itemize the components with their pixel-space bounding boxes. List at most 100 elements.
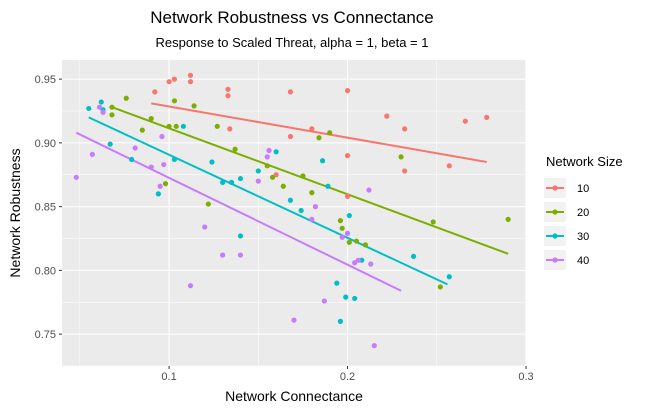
data-point-30 <box>319 158 326 164</box>
legend-key-point-30 <box>552 233 558 239</box>
y-tick-label: 0.95 <box>35 74 56 86</box>
data-point-40 <box>366 187 372 193</box>
data-point-10 <box>484 114 490 120</box>
x-axis-title: Network Connectance <box>225 388 363 404</box>
data-point-20 <box>362 242 368 248</box>
y-tick-label: 0.90 <box>35 138 56 150</box>
data-point-20 <box>109 112 115 118</box>
data-point-30 <box>325 183 331 189</box>
data-point-10 <box>344 88 351 94</box>
data-point-40 <box>187 283 194 289</box>
data-point-30 <box>298 207 304 214</box>
data-point-40 <box>312 204 319 210</box>
data-point-30 <box>346 212 352 219</box>
data-point-20 <box>316 135 322 141</box>
legend-key-point-40 <box>552 257 558 263</box>
data-point-40 <box>371 343 377 349</box>
data-point-10 <box>344 193 351 200</box>
trend-line-20 <box>111 106 509 255</box>
y-tick-label: 0.80 <box>35 265 56 277</box>
axis-layer: 0.1 0.2 0.3 0.75 0.80 0.85 0.90 0.95 <box>35 74 534 383</box>
data-point-40 <box>291 317 297 323</box>
data-point-30 <box>98 99 104 105</box>
data-point-30 <box>359 257 365 263</box>
data-point-40 <box>132 145 138 151</box>
data-point-20 <box>171 98 178 104</box>
data-point-20 <box>123 95 129 101</box>
data-point-30 <box>237 233 244 239</box>
data-point-10 <box>227 126 233 132</box>
data-point-30 <box>237 175 244 182</box>
data-point-20 <box>327 130 333 136</box>
data-point-30 <box>180 123 186 129</box>
data-point-40 <box>157 183 163 189</box>
legend-title: Network Size <box>546 154 623 169</box>
data-point-30 <box>352 295 358 302</box>
data-point-40 <box>89 151 95 157</box>
data-point-40 <box>368 261 374 267</box>
data-point-30 <box>86 105 92 112</box>
data-point-20 <box>437 284 443 290</box>
chart-subtitle: Response to Scaled Threat, alpha = 1, be… <box>156 35 429 50</box>
data-point-10 <box>287 89 294 95</box>
y-axis-title: Network Robustness <box>7 148 23 277</box>
legend-label-40: 40 <box>577 255 589 267</box>
data-point-20 <box>430 219 436 225</box>
data-point-10 <box>446 163 452 169</box>
legend-label-30: 30 <box>577 231 589 243</box>
x-tick-label: 0.1 <box>161 371 176 383</box>
data-point-30 <box>107 141 113 147</box>
grid-layer <box>62 60 527 367</box>
data-point-20 <box>162 181 169 187</box>
legend: Network Size 10 20 30 40 <box>544 154 623 270</box>
data-point-30 <box>155 191 161 197</box>
data-point-40 <box>220 252 226 258</box>
data-point-30 <box>255 168 261 174</box>
points-layer <box>73 72 511 349</box>
data-point-10 <box>309 126 315 132</box>
data-point-20 <box>505 216 511 222</box>
data-point-20 <box>269 174 276 180</box>
data-point-10 <box>225 86 231 92</box>
data-point-10 <box>152 89 158 95</box>
trend-layer <box>75 102 509 292</box>
data-point-20 <box>339 225 345 231</box>
legend-key-point-10 <box>552 185 558 191</box>
chart-title: Network Robustness vs Connectance <box>150 8 433 27</box>
x-tick-label: 0.3 <box>518 371 533 383</box>
data-point-30 <box>228 179 235 185</box>
data-point-20 <box>173 123 179 129</box>
data-point-10 <box>402 126 408 132</box>
trend-line-30 <box>88 116 448 286</box>
data-point-20 <box>346 239 352 245</box>
data-point-30 <box>220 179 226 185</box>
data-point-40 <box>159 133 165 140</box>
data-point-40 <box>266 147 272 154</box>
data-point-40 <box>355 257 361 263</box>
data-point-20 <box>109 104 115 110</box>
data-point-20 <box>398 154 404 160</box>
x-tick-label: 0.2 <box>340 371 355 383</box>
data-point-20 <box>166 123 172 129</box>
data-point-30 <box>129 156 135 163</box>
data-point-30 <box>337 318 343 324</box>
data-point-10 <box>187 72 194 78</box>
data-point-40 <box>96 104 103 110</box>
legend-label-20: 20 <box>577 207 589 219</box>
data-point-40 <box>344 230 351 236</box>
data-point-40 <box>73 174 79 180</box>
data-point-30 <box>273 149 279 155</box>
data-point-10 <box>187 79 194 85</box>
data-point-10 <box>171 76 178 82</box>
data-point-10 <box>344 153 351 159</box>
data-point-40 <box>264 154 270 160</box>
data-point-10 <box>402 168 408 174</box>
data-point-10 <box>225 93 231 99</box>
data-point-30 <box>287 197 294 203</box>
data-point-20 <box>264 163 270 169</box>
data-point-30 <box>410 253 417 259</box>
trend-line-10 <box>151 102 487 163</box>
data-point-20 <box>214 123 220 129</box>
data-point-40 <box>100 109 106 115</box>
